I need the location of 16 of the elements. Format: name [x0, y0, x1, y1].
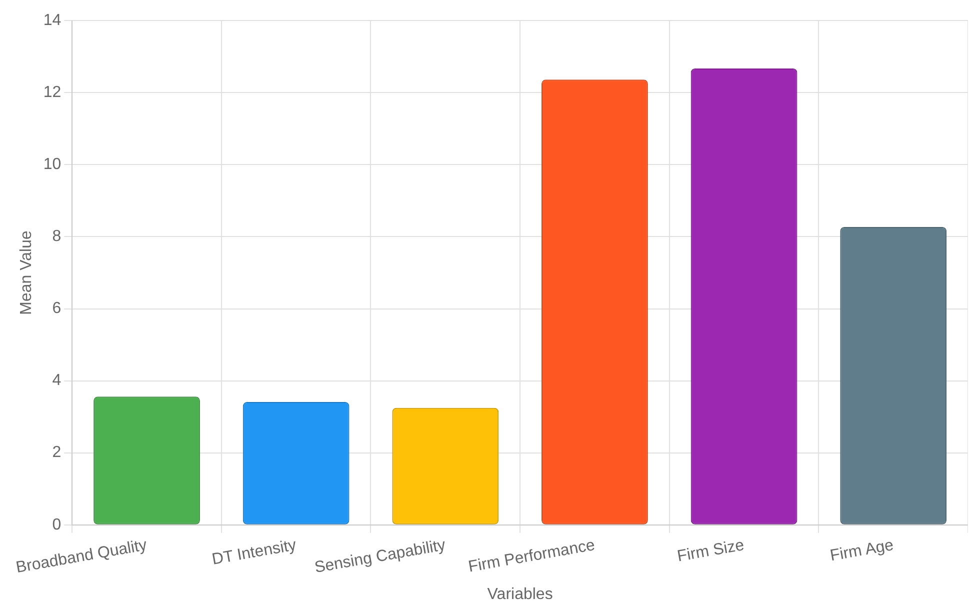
y-tick-label: 10 [43, 156, 62, 174]
x-tick-label: Broadband Quality [14, 536, 148, 577]
x-tick-label: Sensing Capability [313, 536, 447, 577]
y-axis-title: Mean Value [18, 230, 36, 315]
y-tick-label: 2 [52, 444, 62, 462]
x-axis-title: Variables [487, 586, 553, 603]
y-tick-label: 8 [52, 228, 62, 246]
y-tick-label: 6 [52, 300, 62, 318]
x-tick-label: Firm Performance [467, 536, 596, 576]
y-tick-label: 0 [52, 516, 62, 534]
x-tick-label: Firm Size [676, 536, 746, 566]
y-tick-label: 14 [43, 12, 62, 30]
x-tick-label: DT Intensity [210, 536, 298, 568]
x-tick-label: Firm Age [828, 536, 895, 565]
y-tick-label: 4 [52, 372, 62, 390]
y-tick-label: 12 [43, 84, 62, 102]
